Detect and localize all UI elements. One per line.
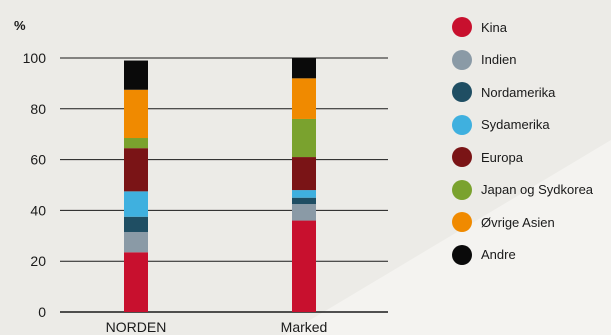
legend-label: Andre — [481, 247, 516, 263]
bar-segment-marked-japan-og-sydkorea — [292, 118, 316, 158]
y-tick-label: 0 — [38, 304, 46, 320]
bar-segment-norden-kina — [124, 252, 148, 312]
legend-item: Indien — [452, 44, 593, 77]
legend-label: Europa — [481, 149, 523, 165]
bar-segment-norden-europa — [124, 148, 148, 192]
bar-segment-marked-europa — [292, 157, 316, 191]
bar-segment-norden-sydamerika — [124, 191, 148, 217]
legend-item: Japan og Sydkorea — [452, 174, 593, 207]
legend-swatch — [452, 244, 472, 265]
legend-item: Øvrige Asien — [452, 206, 593, 239]
bar-segment-marked-kina — [292, 220, 316, 312]
legend-label: Sydamerika — [481, 117, 550, 133]
bar-segment-marked-indien — [292, 204, 316, 221]
bar-segment-norden-japan-og-sydkorea — [124, 138, 148, 149]
legend-swatch — [452, 212, 472, 233]
legend-swatch — [452, 82, 472, 103]
bar-segment-marked-andre — [292, 58, 316, 79]
legend-label: Indien — [481, 52, 517, 68]
legend-item: Europa — [452, 141, 593, 174]
legend-swatch — [452, 147, 472, 168]
bar-segment-norden-andre — [124, 60, 148, 90]
x-tick-label: NORDEN — [106, 319, 167, 335]
bar-segment-norden-øvrige-asien — [124, 89, 148, 139]
bar-segment-norden-nordamerika — [124, 216, 148, 232]
y-axis-unit: % — [14, 18, 26, 33]
legend-swatch — [452, 17, 472, 38]
y-tick-label: 40 — [30, 202, 46, 218]
background-shape — [285, 140, 611, 335]
legend-item: Kina — [452, 11, 593, 44]
legend-swatch — [452, 179, 472, 200]
legend-label: Kina — [481, 19, 508, 35]
y-tick-label: 100 — [23, 50, 47, 66]
bar-segment-marked-sydamerika — [292, 190, 316, 198]
legend-label: Japan og Sydkorea — [481, 182, 594, 198]
bar-segment-marked-øvrige-asien — [292, 78, 316, 119]
legend-label: Øvrige Asien — [481, 214, 555, 230]
legend-item: Sydamerika — [452, 109, 593, 142]
legend-item: Nordamerika — [452, 76, 593, 109]
legend-swatch — [452, 49, 472, 70]
x-tick-label: Marked — [281, 319, 328, 335]
bar-segment-norden-indien — [124, 231, 148, 253]
legend-item: Andre — [452, 239, 593, 272]
y-tick-label: 60 — [30, 152, 46, 168]
y-tick-label: 20 — [30, 253, 46, 269]
legend-label: Nordamerika — [481, 84, 556, 100]
bar-segment-marked-nordamerika — [292, 197, 316, 205]
legend: Kina Indien Nordamerika Sydamerika Europa Jap… — [452, 11, 593, 271]
y-tick-label: 80 — [30, 101, 46, 117]
legend-swatch — [452, 114, 472, 135]
